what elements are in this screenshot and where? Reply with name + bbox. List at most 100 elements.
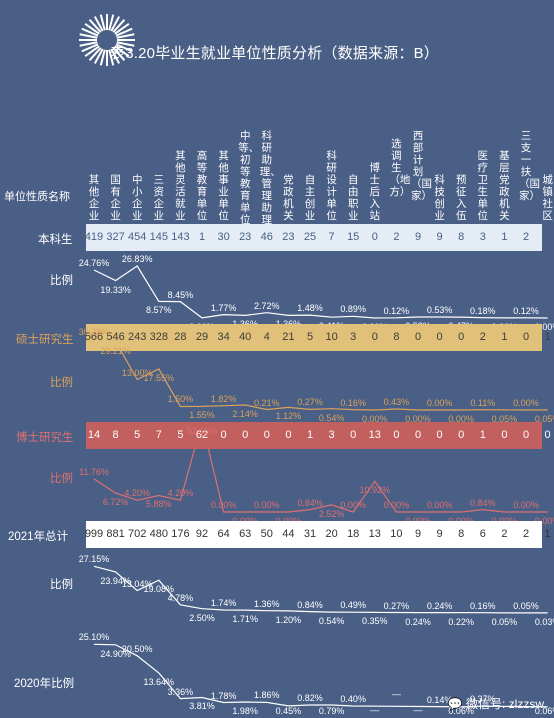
ratio-value: 1.36%	[254, 598, 280, 609]
ratio-value: 0.12%	[513, 305, 539, 316]
logo-ray	[116, 41, 135, 47]
count-cell: 40	[239, 331, 252, 343]
count-cell: 145	[149, 231, 168, 243]
count-cell: 2	[393, 231, 400, 243]
count-cell: 8	[458, 231, 465, 243]
count-cell: 9	[436, 231, 443, 243]
row-band	[86, 521, 542, 548]
ratio-value: 11.76%	[79, 466, 109, 477]
count-cell: 23	[282, 231, 295, 243]
count-cell: 28	[174, 331, 187, 343]
category-label: 其他灵活就业	[175, 150, 186, 222]
count-cell: 0	[522, 429, 530, 441]
ratio-value: 5.88%	[146, 499, 172, 510]
ratio-value: 0.00%	[340, 500, 366, 510]
ratio-value: 1.82%	[210, 393, 237, 404]
count-cell: 64	[217, 528, 230, 540]
count-cell: 20	[325, 528, 338, 540]
ratio-value: 0.22%	[448, 616, 474, 627]
category-label: 预征入伍	[455, 174, 467, 222]
category-header-label: 单位性质名称	[4, 191, 70, 203]
ratio-value: 0.03%	[534, 616, 554, 627]
ratio-value: 0.00%	[513, 398, 539, 408]
count-cell: 5	[134, 429, 141, 441]
logo-ray	[115, 43, 133, 53]
ratio-value: 0.18%	[470, 305, 496, 316]
ratio-value: 4.20%	[167, 488, 194, 499]
wechat-icon: 💬	[447, 697, 463, 711]
category-label: 科技创业	[434, 174, 445, 222]
ratio-value: 0.05%	[513, 600, 539, 611]
ratio-line	[93, 421, 548, 513]
logo-ray	[112, 19, 126, 33]
count-cell: 0	[285, 429, 292, 441]
count-cell: 454	[128, 231, 147, 243]
logo-ray	[114, 45, 130, 58]
ratio-value: 13.00%	[121, 367, 153, 378]
count-cell: 0	[414, 331, 422, 343]
count-cell: 23	[239, 231, 252, 243]
count-cell: 13	[368, 528, 381, 540]
count-cell: 1	[198, 231, 206, 243]
logo-ray	[79, 33, 98, 39]
ratio-value: 1.78%	[210, 690, 237, 701]
ratio-value: 17.55%	[143, 372, 175, 383]
count-cell: 92	[195, 528, 209, 540]
count-cell: 8	[458, 528, 465, 540]
ratio-value: 0.40%	[340, 694, 366, 704]
count-cell: 3	[350, 331, 357, 343]
count-cell: 62	[195, 429, 209, 441]
category-label: 其他事业单位	[218, 150, 229, 222]
ratio-value: 0.00%	[513, 500, 539, 510]
count-cell: 21	[282, 331, 295, 343]
ratio-value: 29.21%	[100, 345, 131, 356]
category-label: 城镇社区	[542, 174, 553, 222]
page-title: 表3.20毕业生就业单位性质分析（数据来源：B）	[110, 45, 440, 62]
count-cell: 9	[414, 231, 422, 243]
count-cell: 702	[128, 528, 147, 540]
row-label: 本科生	[38, 234, 73, 246]
count-cell: 7	[328, 231, 335, 243]
logo-ray	[81, 27, 99, 37]
ratio-value: 0.89%	[340, 304, 366, 315]
count-cell: 10	[390, 528, 403, 540]
ratio-value: 0.27%	[297, 397, 323, 408]
count-cell: 0	[544, 429, 551, 441]
row-label: 2021年总计	[8, 531, 69, 543]
count-cell: 10	[325, 331, 338, 343]
ratio-value: 0.27%	[383, 600, 410, 611]
ratio-value: 24.90%	[100, 648, 131, 659]
ratio-value: 20.50%	[121, 643, 153, 654]
count-cell: 546	[106, 331, 125, 343]
count-cell: 1	[306, 429, 314, 441]
count-cell: 5	[306, 331, 314, 343]
count-cell: 4	[263, 331, 270, 343]
sunburst-logo-icon	[79, 14, 135, 66]
ratio-value: 1.86%	[254, 690, 280, 701]
ratio-value: 0.00%	[383, 500, 410, 510]
row-label: 硕士研究生	[16, 334, 74, 346]
logo-ray	[110, 16, 121, 32]
count-cell: 0	[458, 331, 465, 343]
ratio-value: 0.16%	[470, 600, 496, 611]
count-cell: 0	[522, 331, 530, 343]
count-cell: 7	[155, 429, 162, 441]
ratio-value: 3.81%	[189, 701, 215, 712]
ratio-value: 1.55%	[189, 410, 215, 421]
ratio-label: 比例	[50, 275, 73, 287]
row-band	[86, 324, 542, 351]
ratio-value: 19.33%	[100, 284, 131, 295]
ratio-value: 24.76%	[78, 258, 110, 269]
category-label: 国有企业	[110, 174, 121, 222]
count-cell: 243	[128, 331, 147, 343]
logo-ray	[81, 43, 99, 53]
ratio-value: 23.94%	[100, 575, 131, 586]
ratio-value: 0.43%	[383, 396, 410, 407]
ratio-value: 0.00%	[426, 500, 453, 510]
category-label: 医疗卫生单位	[477, 150, 489, 222]
ratio-value: 0.16%	[340, 397, 366, 408]
count-cell: 13	[368, 429, 381, 441]
ratio-value: —	[413, 705, 423, 715]
ratio-value: 0.84%	[297, 599, 323, 610]
count-cell: 6	[479, 528, 486, 540]
